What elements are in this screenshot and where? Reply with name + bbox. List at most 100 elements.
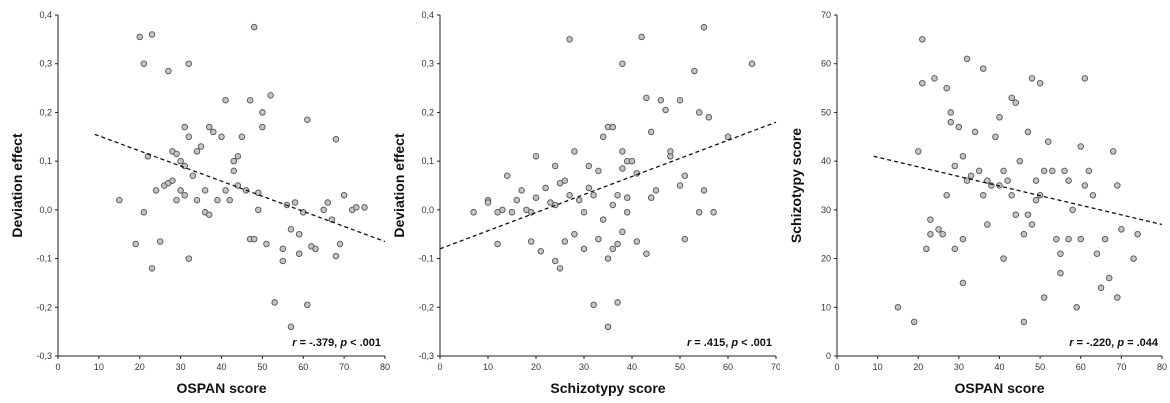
stat-annotation: r = .415, p < .001 (687, 337, 772, 349)
y-tick-label: 0,3 (39, 59, 52, 69)
data-point (1057, 269, 1064, 277)
data-point (513, 196, 521, 204)
data-point (700, 187, 708, 194)
data-point (1036, 79, 1044, 87)
data-point (551, 162, 559, 170)
data-point (595, 167, 602, 175)
data-point (197, 143, 205, 150)
x-tick-label: 50 (1035, 362, 1045, 372)
data-point (619, 228, 626, 236)
x-tick-label: 40 (994, 362, 1004, 372)
data-point (152, 187, 160, 194)
y-tick-label: 10 (821, 302, 831, 312)
data-point (604, 323, 612, 331)
data-point (205, 211, 213, 218)
data-point (210, 128, 217, 136)
data-point (609, 245, 617, 253)
data-point (136, 33, 143, 41)
data-point (1065, 235, 1072, 243)
data-point (1073, 304, 1080, 311)
data-point (148, 31, 156, 38)
data-point (1097, 284, 1105, 292)
scatter-ospan-deviation: 0 10 20 30 40 50 60 70 80 -0,3 -0,2 -0,1 0,0 0,1 0,2 0,… (9, 10, 390, 396)
data-point (943, 191, 950, 199)
data-point (1045, 138, 1052, 145)
data-point (173, 150, 180, 158)
data-point (271, 299, 278, 306)
x-tick-label: 30 (176, 362, 186, 372)
data-point (1065, 177, 1072, 184)
data-point (484, 199, 492, 206)
data-point (259, 109, 266, 116)
data-point (963, 177, 971, 184)
data-point (1105, 274, 1113, 282)
data-point (638, 33, 645, 41)
data-point (984, 221, 991, 228)
data-point (1110, 148, 1117, 155)
data-point (951, 162, 959, 170)
data-point (246, 96, 254, 104)
y-tick-label: -0,3 (418, 351, 434, 361)
data-point (255, 189, 262, 197)
data-point (614, 191, 621, 199)
data-point (1134, 230, 1141, 238)
data-point (979, 191, 987, 199)
y-tick-label: 60 (821, 59, 831, 69)
data-point (140, 209, 148, 216)
x-tick-label: 0 (834, 362, 839, 372)
data-point (1101, 235, 1109, 243)
y-tick-label: 0,0 (39, 205, 52, 215)
x-tick-label: 30 (954, 362, 964, 372)
data-point (657, 96, 665, 104)
data-point (955, 123, 963, 131)
data-point (585, 162, 593, 170)
data-point (222, 187, 229, 194)
data-point (1012, 99, 1019, 106)
data-point (267, 92, 274, 99)
data-point (494, 240, 501, 248)
data-point (599, 133, 607, 141)
data-point (353, 204, 360, 211)
data-point (361, 204, 368, 211)
data-point (700, 23, 708, 31)
data-point (943, 84, 950, 92)
data-point (304, 301, 311, 309)
data-point (614, 240, 621, 248)
data-point (947, 118, 954, 126)
data-point (1032, 196, 1040, 204)
data-point (947, 109, 954, 116)
data-point (927, 216, 934, 223)
data-point (185, 60, 193, 67)
data-point (633, 238, 641, 245)
x-tick-label: 60 (298, 362, 308, 372)
data-point (931, 75, 938, 82)
data-point (561, 238, 569, 245)
data-point (662, 106, 669, 114)
x-tick-label: 10 (94, 362, 104, 372)
x-tick-label: 50 (675, 362, 685, 372)
y-tick-label: 30 (821, 205, 831, 215)
data-point (919, 36, 926, 43)
data-point (291, 199, 299, 206)
data-point (1004, 177, 1011, 184)
data-point (324, 199, 332, 206)
data-point (214, 196, 221, 204)
data-point (1016, 157, 1024, 165)
data-point (542, 184, 549, 192)
data-point (927, 230, 934, 238)
data-point (508, 209, 516, 216)
data-point (959, 279, 967, 287)
data-point (1008, 191, 1015, 199)
data-point (996, 114, 1003, 121)
data-point (623, 194, 631, 201)
data-point (724, 133, 732, 141)
data-point (295, 250, 303, 257)
data-point (566, 36, 573, 43)
data-point (132, 240, 139, 248)
data-point (695, 209, 703, 216)
data-point (623, 209, 631, 216)
data-point (169, 177, 176, 184)
data-point (561, 177, 569, 184)
data-point (643, 250, 650, 257)
data-point (1032, 177, 1040, 184)
